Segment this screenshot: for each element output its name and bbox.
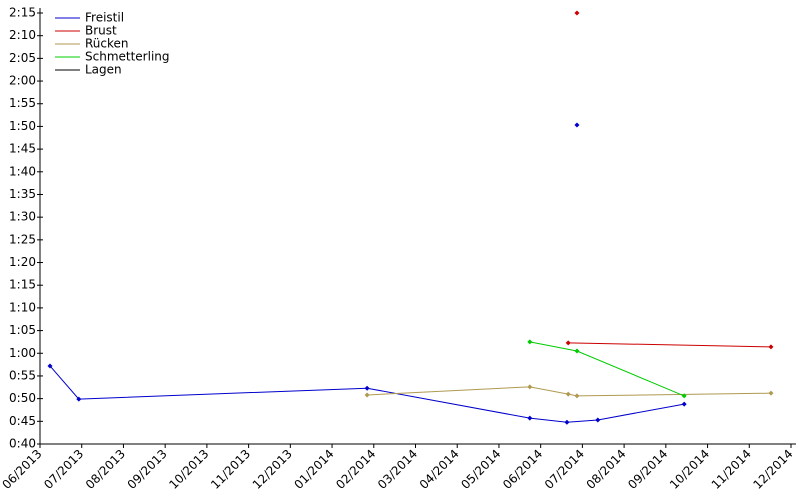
x-tick-label: 05/2014 — [458, 447, 503, 492]
data-point — [47, 363, 53, 369]
y-tick-label: 0:40 — [9, 437, 36, 451]
y-tick-label: 1:35 — [9, 187, 36, 201]
y-tick-label: 1:40 — [9, 164, 36, 178]
x-tick-label: 10/2014 — [667, 447, 712, 492]
y-tick-label: 0:50 — [9, 391, 36, 405]
data-point — [565, 391, 571, 397]
data-point — [574, 348, 580, 354]
data-point — [527, 384, 533, 390]
legend-label: Brust — [85, 24, 117, 38]
series-line — [529, 341, 685, 397]
series-line — [568, 342, 771, 348]
legend-label: Schmetterling — [85, 50, 170, 64]
x-tick-label: 03/2014 — [375, 447, 420, 492]
x-tick-label: 06/2014 — [500, 447, 545, 492]
x-tick-label: 08/2014 — [584, 447, 629, 492]
y-tick-label: 1:30 — [9, 210, 36, 224]
y-tick-label: 1:00 — [9, 346, 36, 360]
x-tick-label: 11/2013 — [208, 447, 253, 492]
y-tick-label: 2:10 — [9, 28, 36, 42]
series-line — [50, 125, 684, 422]
data-point — [574, 10, 580, 16]
data-point — [574, 393, 580, 399]
x-tick-label: 10/2013 — [166, 447, 211, 492]
y-tick-label: 1:20 — [9, 255, 36, 269]
y-tick-label: 0:55 — [9, 368, 36, 382]
x-tick-label: 09/2014 — [625, 447, 670, 492]
legend-label: Rücken — [85, 37, 129, 51]
y-tick-label: 1:05 — [9, 323, 36, 337]
legend-label: Freistil — [85, 11, 124, 25]
x-tick-label: 12/2013 — [250, 447, 295, 492]
y-tick-label: 2:15 — [9, 6, 36, 20]
x-tick-label: 06/2013 — [0, 447, 45, 492]
legend-label: Lagen — [85, 63, 122, 77]
y-tick-label: 1:10 — [9, 300, 36, 314]
data-point — [565, 340, 571, 346]
data-point — [76, 396, 82, 402]
y-tick-label: 1:15 — [9, 278, 36, 292]
data-point — [574, 122, 580, 128]
x-tick-label: 07/2013 — [41, 447, 86, 492]
y-tick-label: 2:05 — [9, 51, 36, 65]
x-tick-label: 07/2014 — [542, 447, 587, 492]
data-point — [681, 401, 687, 407]
data-point — [527, 415, 533, 421]
y-tick-label: 1:55 — [9, 96, 36, 110]
y-tick-label: 2:00 — [9, 74, 36, 88]
data-point — [768, 390, 774, 396]
y-tick-label: 1:25 — [9, 232, 36, 246]
x-tick-label: 01/2014 — [291, 447, 336, 492]
data-point — [768, 344, 774, 350]
data-point — [527, 339, 533, 345]
x-tick-label: 02/2014 — [333, 447, 378, 492]
x-tick-label: 09/2013 — [125, 447, 170, 492]
data-point — [595, 417, 601, 423]
x-tick-label: 08/2013 — [83, 447, 128, 492]
y-tick-label: 0:45 — [9, 414, 36, 428]
y-tick-label: 1:45 — [9, 142, 36, 156]
x-tick-label: 12/2014 — [750, 447, 795, 492]
data-point — [681, 393, 687, 399]
x-tick-label: 11/2014 — [709, 447, 754, 492]
data-point — [564, 419, 570, 425]
y-tick-label: 1:50 — [9, 119, 36, 133]
x-tick-label: 04/2014 — [417, 447, 462, 492]
data-point — [364, 392, 370, 398]
data-point — [364, 385, 370, 391]
